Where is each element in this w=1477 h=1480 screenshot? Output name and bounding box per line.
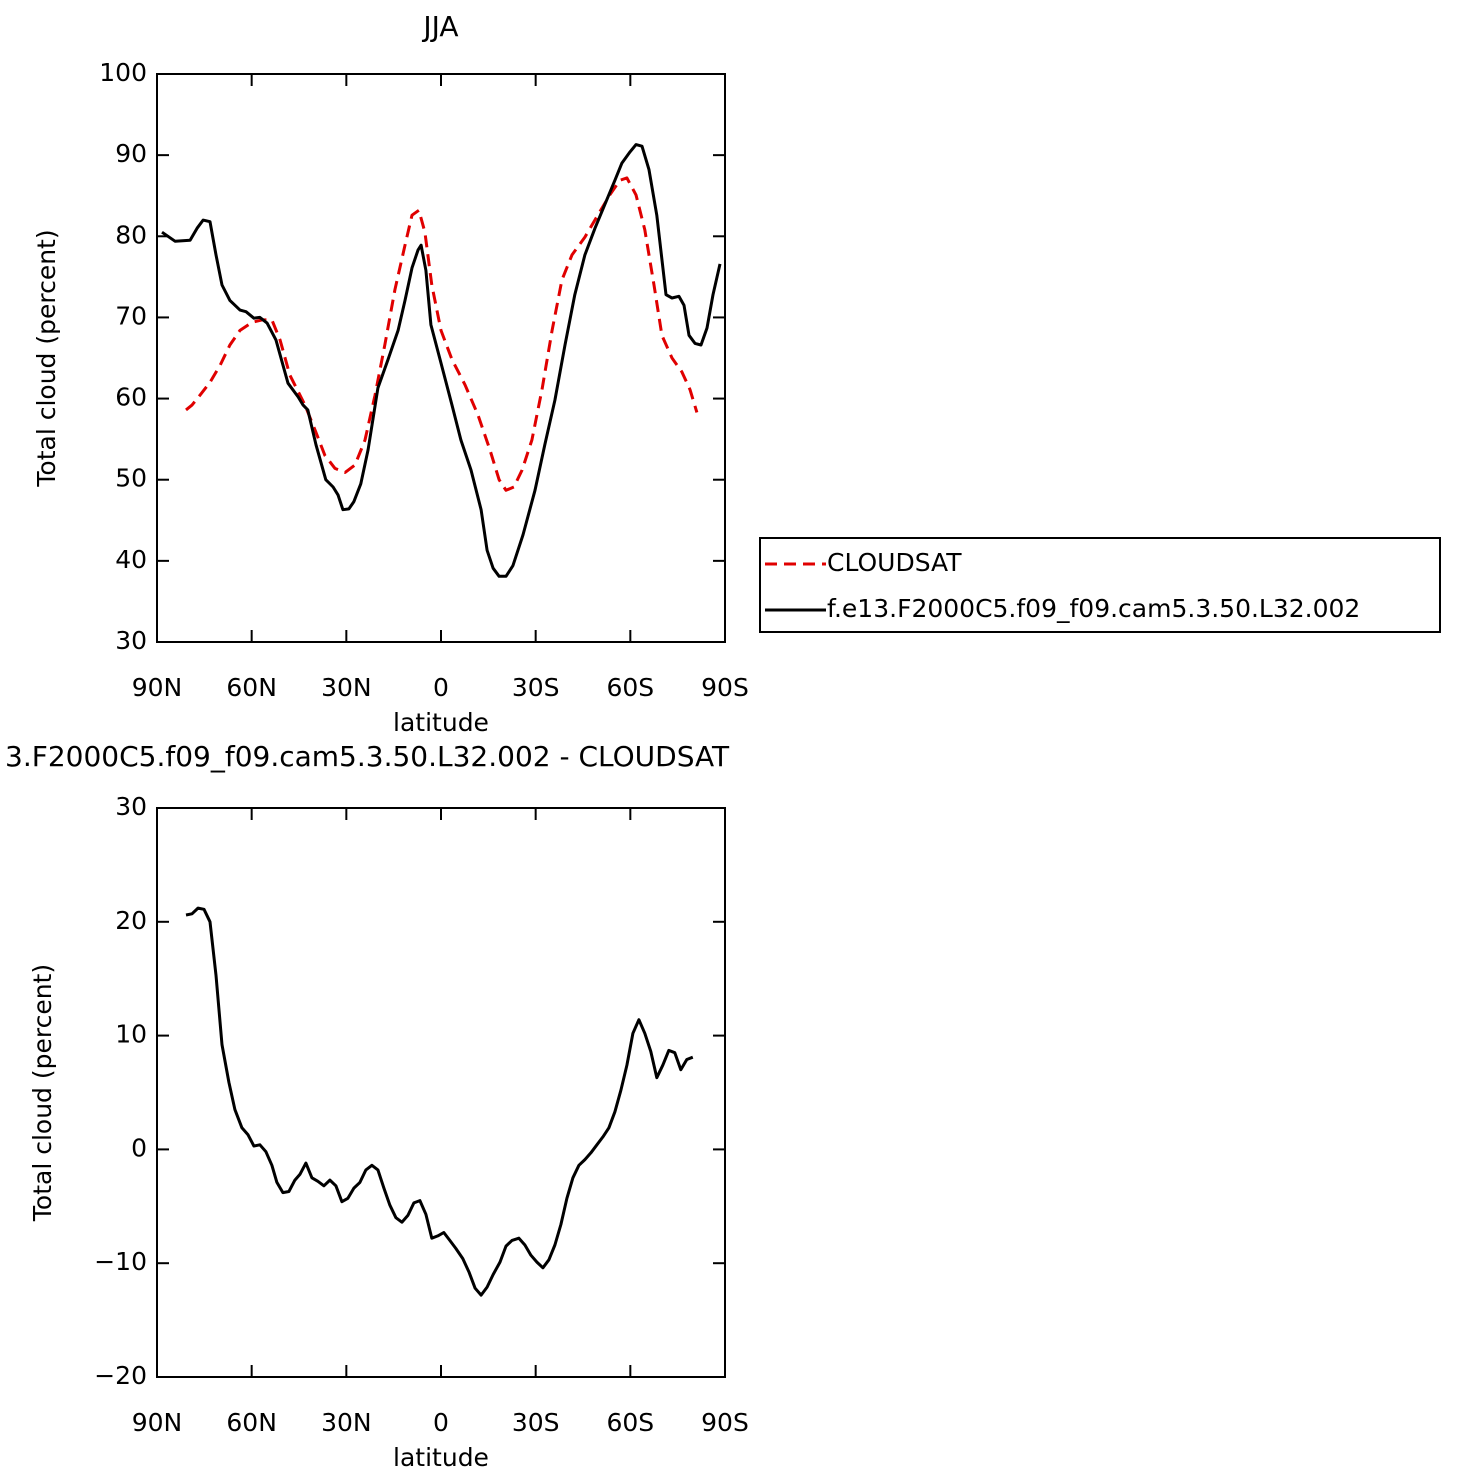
x-tick-label: 90S [701, 673, 749, 702]
legend-box [759, 537, 1441, 633]
y-tick-label: 90 [115, 139, 147, 168]
chart-title: JJA [421, 10, 458, 43]
y-tick-label: 70 [115, 301, 147, 330]
x-tick-label: 90N [132, 673, 183, 702]
y-tick-label: 30 [115, 792, 147, 821]
x-tick-label: 30N [321, 1408, 372, 1437]
y-tick-label: 30 [115, 626, 147, 655]
y-tick-label: 20 [115, 906, 147, 935]
data-line [185, 906, 694, 1297]
x-tick-label: 60N [226, 1408, 277, 1437]
x-tick-label: 60S [606, 1408, 654, 1437]
y-tick-label: 100 [99, 58, 147, 87]
y-tick-label: −10 [94, 1247, 147, 1276]
data-line [161, 143, 722, 578]
y-tick-label: 0 [131, 1133, 147, 1162]
y-tick-label: 80 [115, 220, 147, 249]
legend-label: f.e13.F2000C5.f09_f09.cam5.3.50.L32.002 [827, 594, 1360, 623]
y-tick-label: −20 [94, 1361, 147, 1390]
plot-frame [156, 807, 726, 1378]
y-tick-label: 50 [115, 464, 147, 493]
y-tick-label: 40 [115, 545, 147, 574]
x-tick-label: 0 [433, 673, 449, 702]
x-tick-label: 30N [321, 673, 372, 702]
y-axis-label: Total cloud (percent) [28, 964, 57, 1222]
x-tick-label: 30S [512, 673, 560, 702]
x-tick-label: 30S [512, 1408, 560, 1437]
x-tick-label: 60S [606, 673, 654, 702]
x-axis-label: latitude [393, 1443, 489, 1472]
y-tick-label: 10 [115, 1020, 147, 1049]
x-tick-label: 60N [226, 673, 277, 702]
x-axis-label: latitude [393, 708, 489, 737]
x-tick-label: 0 [433, 1408, 449, 1437]
data-line [185, 176, 699, 492]
y-tick-label: 60 [115, 383, 147, 412]
y-axis-label: Total cloud (percent) [32, 229, 61, 487]
x-tick-label: 90N [132, 1408, 183, 1437]
chart-title: 3.F2000C5.f09_f09.cam5.3.50.L32.002 - CL… [5, 740, 730, 773]
x-tick-label: 90S [701, 1408, 749, 1437]
legend-label: CLOUDSAT [827, 548, 962, 577]
